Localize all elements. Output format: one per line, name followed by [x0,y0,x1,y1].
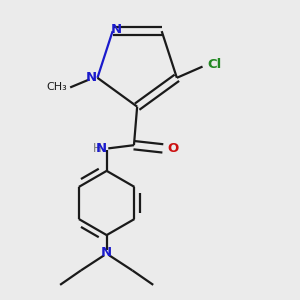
Text: H: H [93,142,102,155]
Text: N: N [85,71,97,84]
Text: CH₃: CH₃ [46,82,67,92]
Text: Cl: Cl [207,58,222,70]
Text: N: N [101,246,112,259]
Text: N: N [110,23,122,36]
Text: O: O [168,142,179,155]
Text: N: N [95,142,107,155]
